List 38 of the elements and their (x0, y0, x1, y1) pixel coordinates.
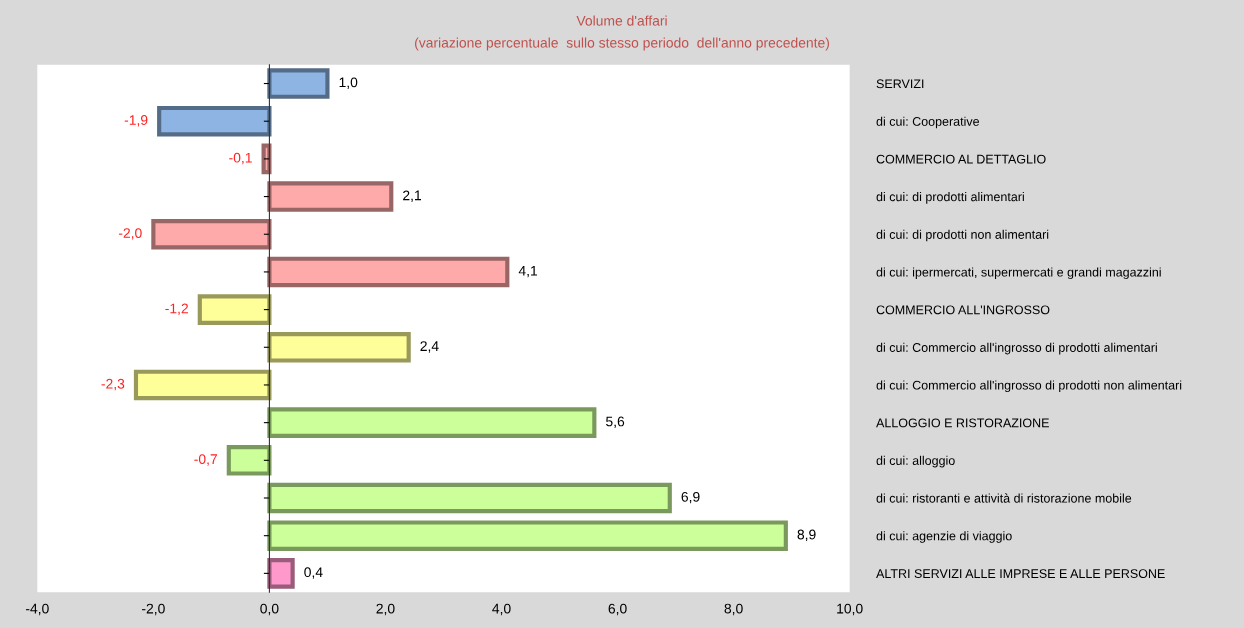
y-tick-label: ALTRI SERVIZI ALLE IMPRESE E ALLE PERSONE (876, 569, 1165, 579)
x-tick-label: 8,0 (724, 603, 743, 616)
x-tick-label: 6,0 (608, 603, 627, 616)
y-tick-label: COMMERCIO ALL'INGROSSO (876, 305, 1050, 315)
data-label: 1,0 (339, 77, 358, 89)
y-tick-label: COMMERCIO AL DETTAGLIO (876, 154, 1046, 164)
y-tick-label: di cui: Commercio all'ingrosso di prodotti alimentari (876, 342, 1157, 355)
data-label: 8,9 (797, 529, 816, 542)
data-label: 2,1 (403, 190, 422, 202)
y-tick-label: SERVIZI (876, 79, 924, 89)
data-label: 4,1 (518, 265, 538, 278)
y-tick-label: di cui: ipermercati, supermercati e grandi magazzini (876, 267, 1161, 280)
y-tick-label: di cui: ristoranti e attività di ristorazione mobile (876, 493, 1132, 503)
y-tick-label: di cui: agenzie di viaggio (876, 531, 1012, 543)
data-label: -2,0 (118, 228, 142, 240)
data-label: -0,7 (194, 454, 217, 466)
chart-subtitle: (variazione percentuale sullo stesso periodo dell'anno precedente) (415, 37, 830, 51)
chart-title: Volume d'affari (576, 15, 667, 26)
data-label: 6,9 (681, 491, 700, 504)
x-tick-label: 4,0 (492, 603, 511, 616)
x-tick-label: 0,0 (260, 603, 279, 616)
data-label: 2,4 (420, 341, 439, 353)
data-label: -1,9 (124, 115, 148, 127)
y-tick-label: di cui: di prodotti alimentari (876, 192, 1024, 204)
x-tick-label: 2,0 (376, 603, 395, 616)
y-tick-label: di cui: di prodotti non alimentari (876, 229, 1049, 242)
x-tick-label: -4,0 (25, 603, 49, 616)
data-label: -0,1 (229, 152, 252, 165)
x-tick-label: 10,0 (837, 603, 863, 616)
y-tick-label: di cui: Commercio all'ingrosso di prodotti non alimentari (876, 380, 1182, 393)
data-label: 5,6 (606, 416, 625, 429)
x-tick-label: -2,0 (142, 603, 165, 616)
y-tick-label: ALLOGGIO E RISTORAZIONE (876, 418, 1049, 428)
data-label: -2,3 (101, 378, 125, 391)
y-tick-label: di cui: alloggio (876, 455, 955, 468)
data-label: 0,4 (304, 567, 323, 579)
y-tick-label: di cui: Cooperative (876, 116, 980, 129)
data-label: -1,2 (165, 303, 188, 315)
